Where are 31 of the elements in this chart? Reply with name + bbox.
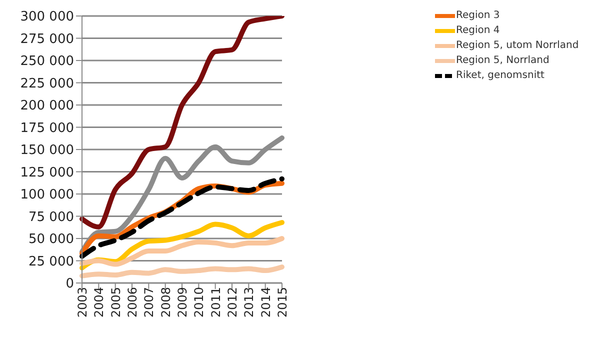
legend-label: Region 3	[456, 10, 500, 21]
y-tick-label: 150 000	[20, 143, 74, 158]
x-tick-label: 2013	[242, 287, 256, 318]
y-tick-label: 0	[66, 276, 74, 292]
y-tick-label: 250 000	[20, 54, 74, 70]
legend-label: Region 5, Norrland	[456, 55, 550, 66]
y-tick-label: 50 000	[28, 232, 74, 248]
y-tick-label: 300 000	[20, 10, 74, 25]
x-tick-label: 2003	[76, 287, 90, 318]
y-tick-label: 175 000	[20, 120, 74, 136]
x-tick-label: 2014	[258, 287, 273, 318]
x-tick-label: 2011	[208, 287, 223, 318]
y-tick-label: 25 000	[28, 254, 74, 270]
x-tick-label: 2009	[176, 287, 190, 318]
legend-label: Region 4	[456, 25, 500, 36]
x-tick-label: 2005	[108, 287, 123, 318]
legend-label: Region 5, utom Norrland	[456, 40, 579, 51]
x-tick-label: 2006	[126, 287, 140, 318]
x-tick-label: 2015	[276, 287, 290, 318]
x-tick-label: 2010	[192, 287, 206, 318]
x-tick-label: 2012	[226, 287, 240, 318]
y-tick-label: 125 000	[20, 165, 74, 180]
y-tick-label: 275 000	[20, 32, 74, 47]
x-tick-label: 2008	[158, 287, 173, 318]
x-tick-label: 2007	[142, 287, 156, 318]
y-tick-label: 200 000	[20, 98, 74, 114]
legend-label: Riket, genomsnitt	[456, 70, 544, 81]
x-tick-label: 2004	[92, 287, 106, 318]
y-tick-label: 100 000	[20, 188, 74, 203]
y-tick-label: 225 000	[20, 76, 74, 92]
y-tick-label: 75 000	[28, 210, 74, 225]
